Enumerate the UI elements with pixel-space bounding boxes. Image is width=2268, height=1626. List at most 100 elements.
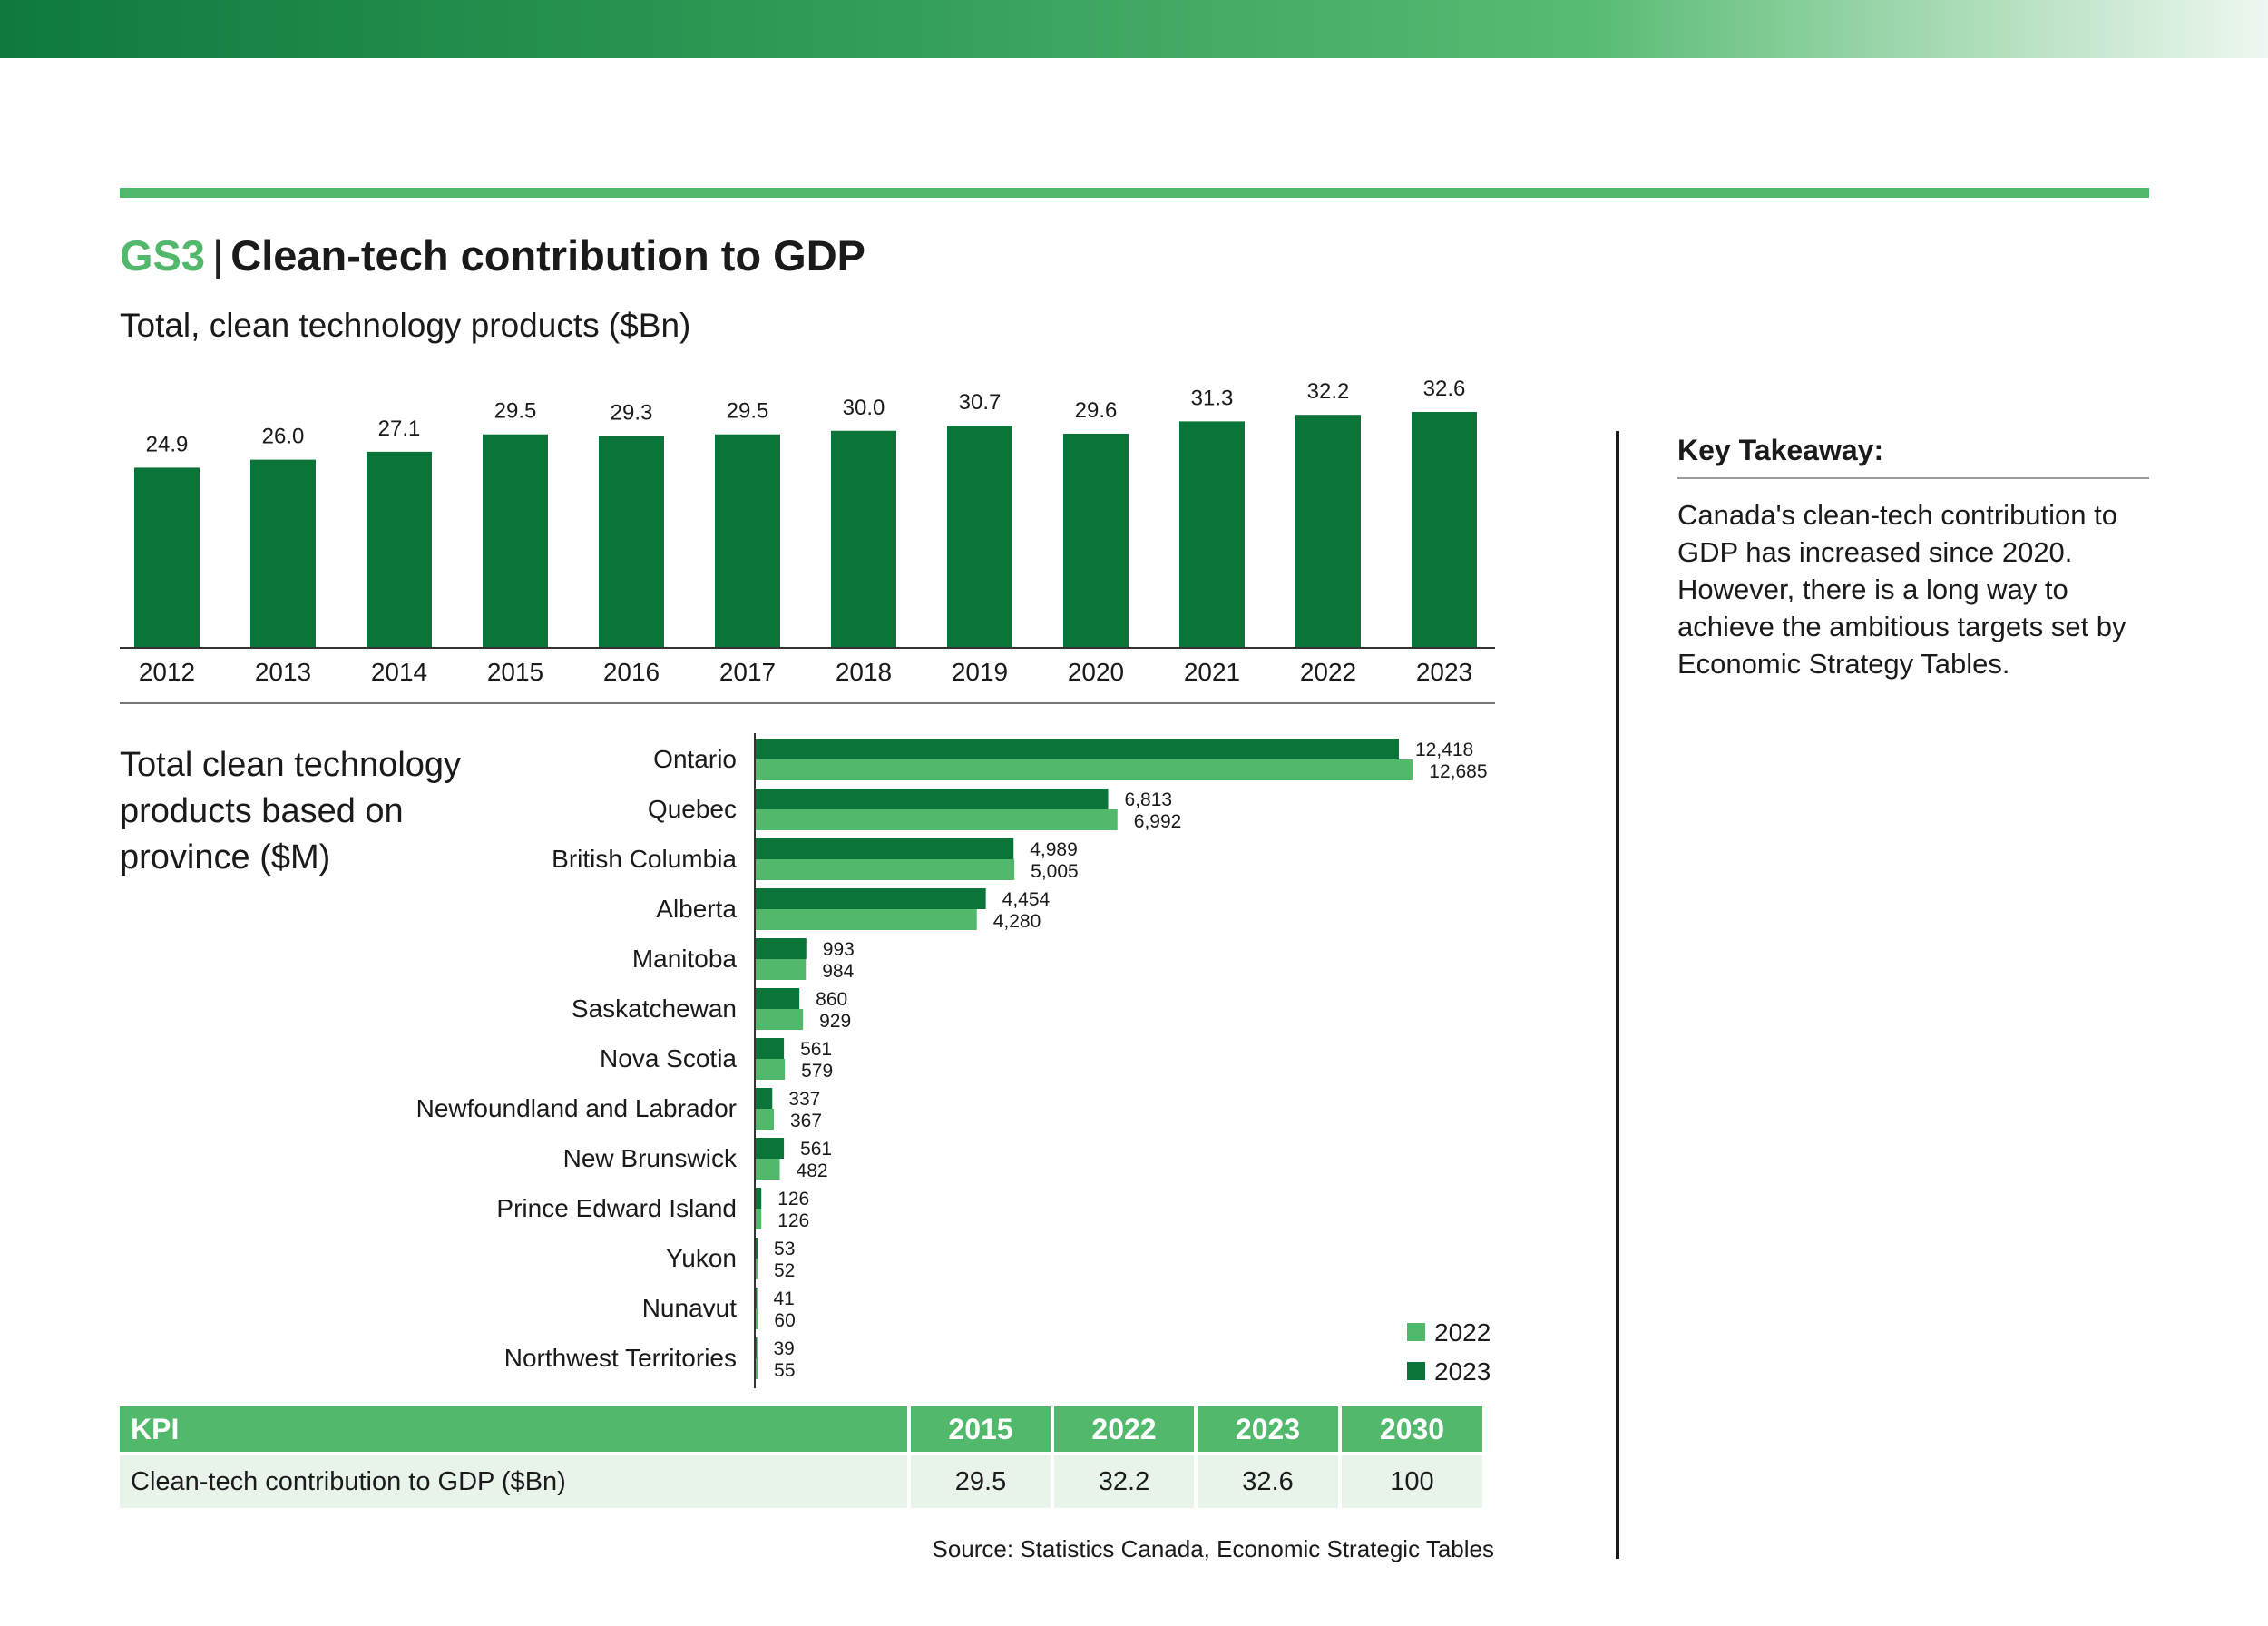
key-takeaway-title: Key Takeaway:	[1677, 434, 1884, 466]
data-label-2022: 4,280	[993, 911, 1041, 932]
bar	[134, 467, 200, 648]
bar	[250, 459, 316, 648]
data-label-2022: 984	[822, 961, 854, 982]
bar-2023	[755, 888, 986, 909]
data-label-2022: 5,005	[1031, 861, 1079, 882]
legend-swatch	[1407, 1323, 1425, 1341]
bar	[831, 430, 896, 648]
kpi-header-cell: 2030	[1342, 1406, 1482, 1452]
bar-2023	[755, 1088, 773, 1109]
kpi-cell: Clean-tech contribution to GDP ($Bn)	[120, 1452, 907, 1508]
data-label-2022: 60	[774, 1310, 795, 1331]
data-label-2022: 126	[777, 1210, 809, 1231]
x-tick-label: 2013	[255, 658, 311, 686]
category-label: Prince Edward Island	[496, 1194, 737, 1222]
bar-2022	[755, 1109, 774, 1130]
top-gradient-band	[0, 0, 2268, 58]
kpi-header-cell: KPI	[120, 1406, 907, 1452]
x-tick-label: 2021	[1184, 658, 1240, 686]
kpi-table: KPI 2015 2022 2023 2030 Clean-tech contr…	[116, 1406, 1486, 1508]
bar	[947, 426, 1012, 648]
table-row: Clean-tech contribution to GDP ($Bn) 29.…	[120, 1452, 1482, 1508]
bar-2023	[755, 838, 1014, 859]
data-label-2022: 55	[774, 1360, 795, 1381]
data-label: 27.1	[378, 416, 421, 441]
data-label: 29.5	[727, 399, 769, 424]
data-label: 24.9	[146, 432, 189, 456]
bar	[715, 434, 780, 648]
x-tick-label: 2020	[1068, 658, 1124, 686]
data-label: 29.6	[1075, 398, 1118, 423]
bar	[367, 451, 432, 648]
x-tick-label: 2015	[487, 658, 543, 686]
data-label-2023: 39	[774, 1338, 795, 1359]
data-label: 31.3	[1191, 386, 1234, 410]
bar-2022	[755, 909, 977, 930]
data-label-2023: 337	[788, 1089, 820, 1110]
bar-2022	[755, 1059, 786, 1080]
data-label: 32.2	[1307, 379, 1350, 404]
province-chart-title: Total clean technology products based on…	[120, 746, 462, 877]
category-label: Alberta	[656, 895, 737, 923]
data-label-2022: 12,685	[1429, 761, 1487, 782]
category-label: Northwest Territories	[504, 1344, 737, 1372]
x-tick-label: 2012	[139, 658, 195, 686]
category-label: Manitoba	[632, 945, 738, 973]
section-code: GS3	[120, 231, 206, 279]
bar	[483, 434, 548, 648]
data-label: 32.6	[1423, 377, 1466, 401]
data-label: 26.0	[262, 425, 305, 449]
section-top-rule	[120, 188, 2149, 198]
bar-2022	[755, 859, 1015, 880]
kpi-cell: 29.5	[911, 1452, 1051, 1508]
category-label: Quebec	[648, 795, 737, 823]
data-label: 29.3	[611, 400, 653, 425]
category-label: British Columbia	[552, 845, 737, 873]
bar-2022	[755, 759, 1413, 780]
bar	[1063, 433, 1129, 648]
data-label-2022: 482	[797, 1161, 828, 1181]
bar	[599, 436, 664, 648]
data-label-2023: 4,454	[1002, 889, 1051, 910]
data-label-2023: 561	[800, 1039, 832, 1060]
category-label: Saskatchewan	[572, 994, 737, 1023]
kpi-header-row: KPI 2015 2022 2023 2030	[120, 1406, 1482, 1452]
bar-2023	[755, 1337, 758, 1358]
category-label: Newfoundland and Labrador	[416, 1094, 737, 1122]
data-label-2023: 12,418	[1415, 740, 1473, 760]
bar-2023	[755, 739, 1399, 759]
kpi-header-cell: 2022	[1054, 1406, 1194, 1452]
bar	[1295, 415, 1361, 648]
bar-2022	[755, 1009, 804, 1030]
data-label: 30.7	[959, 390, 1002, 415]
kpi-cell: 100	[1342, 1452, 1482, 1508]
chart-subtitle: Total, clean technology products ($Bn)	[120, 307, 691, 344]
data-label-2023: 41	[774, 1288, 795, 1309]
x-tick-label: 2018	[836, 658, 892, 686]
data-label-2022: 6,992	[1134, 811, 1182, 832]
category-label: New Brunswick	[563, 1144, 738, 1172]
data-label-2022: 579	[801, 1061, 833, 1082]
data-label-2023: 993	[823, 939, 855, 960]
x-tick-label: 2023	[1416, 658, 1472, 686]
bar-2022	[755, 809, 1118, 830]
data-label-2023: 4,989	[1030, 839, 1078, 860]
x-tick-label: 2014	[371, 658, 427, 686]
category-label: Yukon	[666, 1244, 737, 1272]
data-label: 29.5	[494, 399, 537, 424]
legend-swatch	[1407, 1362, 1425, 1380]
bar-2022	[755, 959, 807, 980]
title-separator: |	[212, 231, 224, 279]
annual-bar-chart: 24.9 2012 26.0 2013 27.1 2014 29.5 2015 29.3 2016…	[120, 377, 1495, 704]
source-note: Source: Statistics Canada, Economic Stra…	[932, 1535, 1495, 1562]
bar-2022	[755, 1259, 758, 1279]
page-title: GS3 | Clean-tech contribution to GDP	[120, 230, 865, 280]
bar-2023	[755, 1188, 762, 1209]
kpi-header-cell: 2015	[911, 1406, 1051, 1452]
bar-2022	[755, 1358, 758, 1379]
bar-2023	[755, 1038, 785, 1059]
x-tick-label: 2016	[603, 658, 660, 686]
data-label-2023: 53	[774, 1239, 795, 1259]
bar-2022	[755, 1159, 780, 1180]
